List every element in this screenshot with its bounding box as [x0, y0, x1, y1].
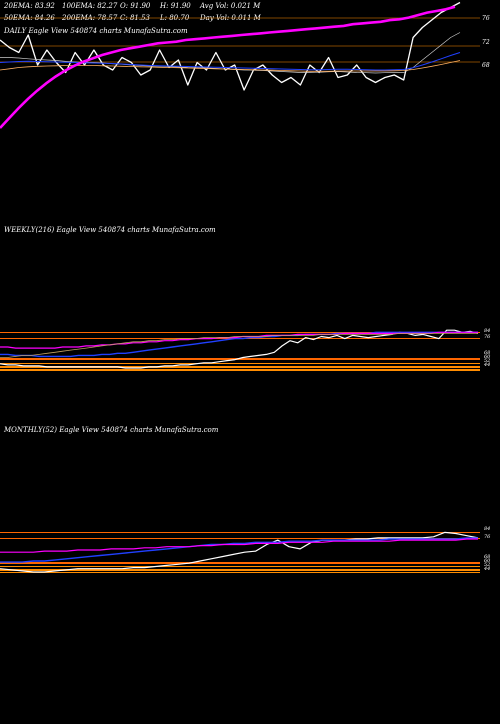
weekly-y-tick: 52	[484, 358, 490, 364]
header-ema20: 20EMA: 83.92	[3, 2, 55, 10]
header-high: H: 91.90	[159, 2, 191, 10]
monthly-band	[0, 572, 480, 573]
daily-y-tick: 76	[482, 15, 490, 22]
monthly-price-line	[0, 531, 479, 573]
monthly-y-tick: 76	[484, 534, 491, 540]
weekly-y-tick: 76	[484, 334, 491, 340]
header-avg-vol: Avg Vol: 0.021 M	[199, 2, 261, 10]
monthly-band	[0, 532, 480, 533]
daily-ema200-line	[0, 5, 456, 129]
monthly-band	[0, 569, 480, 571]
monthly-y-tick: 52	[484, 562, 490, 568]
weekly-y-tick: 60	[484, 354, 491, 360]
monthly-y-tick: 68	[484, 554, 490, 560]
weekly-band	[0, 369, 480, 371]
chart-marks	[0, 1, 480, 573]
weekly-y-tick: 68	[484, 350, 490, 356]
header-ema100: 100EMA: 82.27	[62, 2, 118, 10]
weekly-band	[0, 332, 480, 333]
monthly-y-tick: 44	[483, 566, 490, 572]
monthly-ema-line	[0, 538, 478, 553]
monthly-ema-line	[0, 537, 478, 563]
weekly-y-tick: 84	[484, 328, 490, 334]
weekly-band	[0, 366, 480, 368]
daily-caption: DAILY Eagle View 540874 charts MunafaSut…	[3, 27, 188, 35]
monthly-caption: MONTHLY(52) Eagle View 540874 charts Mun…	[3, 426, 219, 434]
monthly-band	[0, 538, 480, 539]
weekly-y-tick: 44	[483, 362, 490, 368]
weekly-band	[0, 358, 480, 360]
weekly-band	[0, 363, 480, 364]
weekly-ema-line	[0, 331, 478, 358]
monthly-band	[0, 566, 480, 567]
weekly-ema-line	[0, 332, 478, 358]
daily-y-tick: 68	[482, 62, 490, 69]
daily-y-tick: 72	[482, 39, 490, 46]
monthly-band	[0, 562, 480, 564]
weekly-caption: WEEKLY(216) Eagle View 540874 charts Mun…	[4, 226, 216, 234]
header-open: O: 91.90	[120, 2, 151, 10]
monthly-y-tick: 84	[484, 526, 490, 532]
daily-ema-line	[0, 52, 461, 71]
monthly-y-tick: 60	[484, 558, 491, 564]
